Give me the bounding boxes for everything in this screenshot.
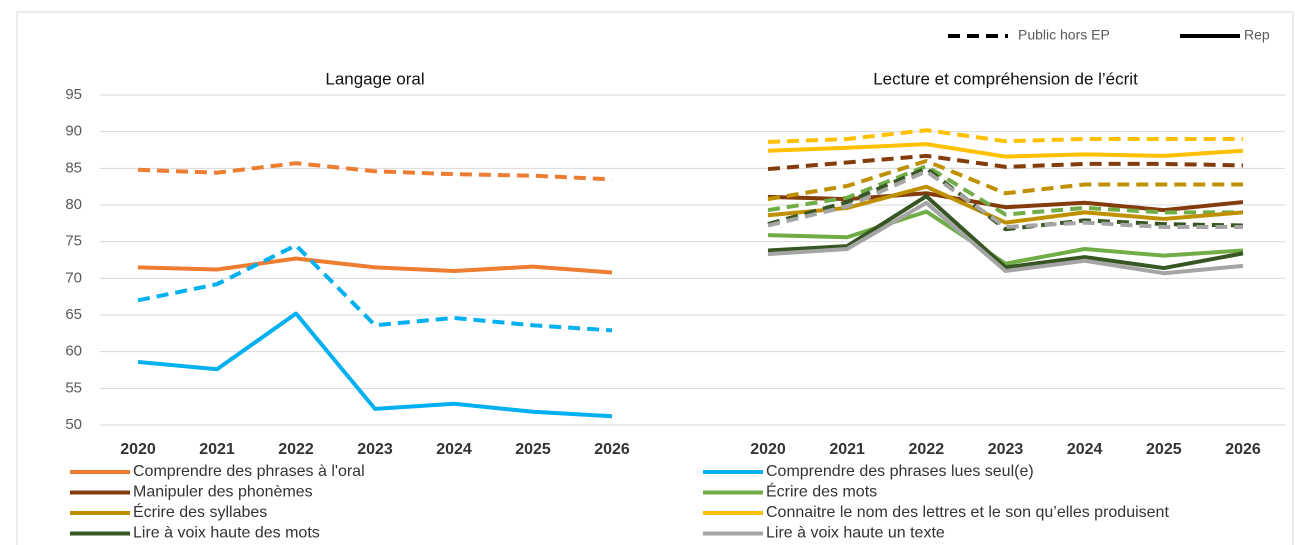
series-line	[767, 128, 1243, 144]
series-line	[137, 256, 613, 275]
series-line	[137, 311, 613, 419]
legend-label: Lire à voix haute un texte	[766, 525, 945, 542]
legend-label: Lire à voix haute des mots	[133, 525, 320, 542]
x-tick-label: 2025	[1146, 441, 1182, 458]
chart-frame	[16, 11, 1294, 545]
legend-label: Écrire des mots	[766, 482, 877, 501]
series-line	[767, 159, 1243, 202]
y-tick-label: 55	[65, 379, 82, 396]
x-tick-label: 2023	[988, 441, 1024, 458]
x-tick-label: 2022	[278, 441, 314, 458]
legend-label: Manipuler des phonèmes	[133, 484, 313, 501]
series-line	[767, 169, 1243, 229]
series-line	[767, 142, 1244, 159]
y-tick-label: 75	[65, 233, 82, 250]
series-line	[767, 153, 1244, 172]
legend-label: Comprendre des phrases à l'oral	[133, 463, 365, 480]
x-tick-label: 2020	[120, 441, 156, 458]
panel-title: Langage oral	[325, 69, 424, 88]
y-tick-label: 95	[65, 86, 82, 103]
y-tick-label: 80	[65, 196, 82, 213]
legend-label: Comprendre des phrases lues seul(e)	[766, 463, 1034, 480]
series-line	[767, 209, 1244, 266]
series-line	[767, 164, 1243, 217]
y-tick-label: 70	[65, 269, 82, 286]
style-legend-label: Public hors EP	[1018, 27, 1110, 43]
x-tick-label: 2021	[199, 441, 235, 458]
x-tick-label: 2023	[357, 441, 393, 458]
x-tick-label: 2024	[1067, 441, 1103, 458]
y-tick-label: 65	[65, 306, 82, 323]
legend-label: Connaitre le nom des lettres et le son q…	[766, 504, 1169, 521]
x-tick-label: 2021	[829, 441, 865, 458]
x-tick-label: 2025	[515, 441, 551, 458]
x-tick-label: 2020	[750, 441, 786, 458]
x-tick-label: 2024	[436, 441, 472, 458]
y-tick-label: 60	[65, 343, 82, 360]
series-line	[767, 166, 1244, 232]
series-line	[137, 161, 613, 182]
legend-label: Écrire des syllabes	[133, 502, 267, 521]
x-tick-label: 2026	[594, 441, 630, 458]
panel-title: Lecture et compréhension de l’écrit	[873, 69, 1138, 88]
series-line	[137, 243, 613, 333]
y-tick-label: 50	[65, 416, 82, 433]
style-legend-label: Rep	[1244, 27, 1270, 43]
y-tick-label: 90	[65, 123, 82, 140]
series-line	[767, 200, 1244, 276]
y-tick-label: 85	[65, 159, 82, 176]
series-line	[767, 194, 1244, 271]
x-tick-label: 2022	[909, 441, 945, 458]
x-tick-label: 2026	[1225, 441, 1261, 458]
